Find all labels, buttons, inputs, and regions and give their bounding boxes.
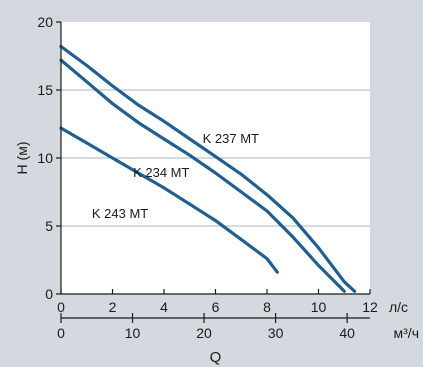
- x2-tick-label: 0: [57, 325, 65, 341]
- y-tick-label: 0: [45, 286, 53, 302]
- series-line-k-243-mt: [59, 126, 279, 274]
- axes: [56, 21, 371, 323]
- series-layer: [59, 44, 357, 293]
- x-tick-label: 0: [57, 299, 65, 315]
- x-unit-label: л/с: [389, 299, 408, 315]
- series-line-k-237-mt: [59, 44, 357, 293]
- x-axis-title: Q: [210, 349, 222, 366]
- y-tick-label: 5: [45, 218, 53, 234]
- x-tick-label: 6: [212, 299, 220, 315]
- x2-tick-label: 40: [339, 325, 355, 341]
- x-tick-label: 10: [311, 299, 327, 315]
- y-tick-label: 20: [37, 14, 53, 30]
- x-tick-label: 12: [362, 299, 378, 315]
- series-label-k-234-mt: K 234 MT: [133, 165, 189, 180]
- y-axis-title: H (м): [14, 142, 30, 175]
- series-label-k-243-mt: K 243 MT: [92, 206, 148, 221]
- x2-unit-label: м³/ч: [394, 325, 419, 341]
- x-tick-label: 8: [263, 299, 271, 315]
- x2-tick-label: 10: [125, 325, 141, 341]
- series-line-k-234-mt: [59, 58, 346, 293]
- x-tick-label: 4: [160, 299, 168, 315]
- labels: 0 5 10 15 20 0 2 4 6 8 10 12 0 10 20 30 40 H (м) л/с м³/ч Q K…: [14, 14, 419, 366]
- x2-tick-label: 20: [196, 325, 212, 341]
- x2-tick-label: 30: [268, 325, 284, 341]
- x-tick-label: 2: [109, 299, 117, 315]
- series-label-k-237-mt: K 237 MT: [203, 131, 259, 146]
- y-tick-label: 10: [37, 150, 53, 166]
- y-tick-label: 15: [37, 82, 53, 98]
